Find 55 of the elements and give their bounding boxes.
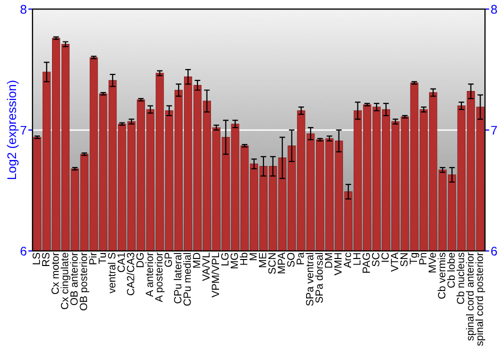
x-tick-label: Tu xyxy=(98,253,106,264)
y2-tick-label: 7 xyxy=(491,126,497,135)
x-tick-label: CA1 xyxy=(117,252,125,272)
x-tick-label: SN xyxy=(400,253,408,266)
x-tick-label: A posterior xyxy=(154,252,165,302)
x-tick-label: OB anterior xyxy=(70,252,78,306)
x-tick-label: LG xyxy=(221,253,229,266)
x-tick-label: CA2/CA3 xyxy=(126,252,134,296)
y2-tick-label: 8 xyxy=(491,4,497,14)
x-tick-label: MG xyxy=(230,253,238,268)
x-tick-label: MPA xyxy=(278,252,286,274)
x-tick-label: SPa dorsal xyxy=(315,253,323,303)
x-tick-label: spinal cord posterior xyxy=(475,252,486,346)
x-tick-label: OB posterior xyxy=(79,252,90,310)
x-tick-label: VPM/VPL xyxy=(211,252,220,298)
x-tick-label: VMH xyxy=(334,253,342,276)
x-tick-label: A anterior xyxy=(145,252,154,297)
x-tick-label: Cx motor xyxy=(51,252,59,294)
x-tick-label: Arc xyxy=(344,252,352,268)
x-tick-label: SPa ventral xyxy=(306,253,314,306)
x-tick-label: MD xyxy=(193,252,200,268)
x-tick-label: Hb xyxy=(240,252,248,265)
x-tick-label: SO xyxy=(287,252,295,267)
x-tick-label: SCN xyxy=(268,253,276,274)
y-axis-title: Log2 (expression) xyxy=(6,80,19,180)
x-tick-label: spinal cord anterior xyxy=(466,252,476,341)
x-tick-label: ME xyxy=(258,252,266,268)
y-tick-label: 7 xyxy=(20,126,26,135)
x-tick-label: M xyxy=(250,253,257,260)
x-tick-label: IC xyxy=(381,252,389,262)
x-tick-label: CPu medial xyxy=(183,253,191,306)
x-tick-label: MVe xyxy=(428,252,436,272)
x-tick-label: SC xyxy=(372,252,380,266)
x-tick-label: Pa xyxy=(296,252,304,264)
x-tick-label: DG xyxy=(136,253,144,268)
x-tick-label: LS xyxy=(32,252,40,264)
x-tick-label: LH xyxy=(353,253,360,265)
x-tick-label: VTA xyxy=(390,252,398,272)
x-tick-label: Cb nucleus xyxy=(456,252,464,304)
x-tick-label: Cb vermis xyxy=(438,252,446,299)
x-tick-label: Cb lobe xyxy=(447,252,455,288)
x-tick-label: ventral S xyxy=(108,252,116,294)
x-tick-label: DM xyxy=(324,253,332,268)
x-tick-label: VA/VL xyxy=(202,252,210,282)
x-tick-label: GP xyxy=(164,252,172,267)
x-tick-label: Cx cingulate xyxy=(60,252,70,310)
x-tick-label: RS xyxy=(42,252,50,266)
x-tick-label: Pn xyxy=(419,253,426,264)
y-tick-label: 8 xyxy=(20,4,26,14)
x-tick-label: CPu lateral xyxy=(174,253,182,304)
y2-tick-label: 6 xyxy=(491,246,497,256)
x-tick-label: Pir xyxy=(88,252,96,264)
x-tick-label: PAG xyxy=(362,253,370,273)
y-tick-label: 6 xyxy=(20,246,26,256)
x-tick-label: Tg xyxy=(410,253,420,264)
